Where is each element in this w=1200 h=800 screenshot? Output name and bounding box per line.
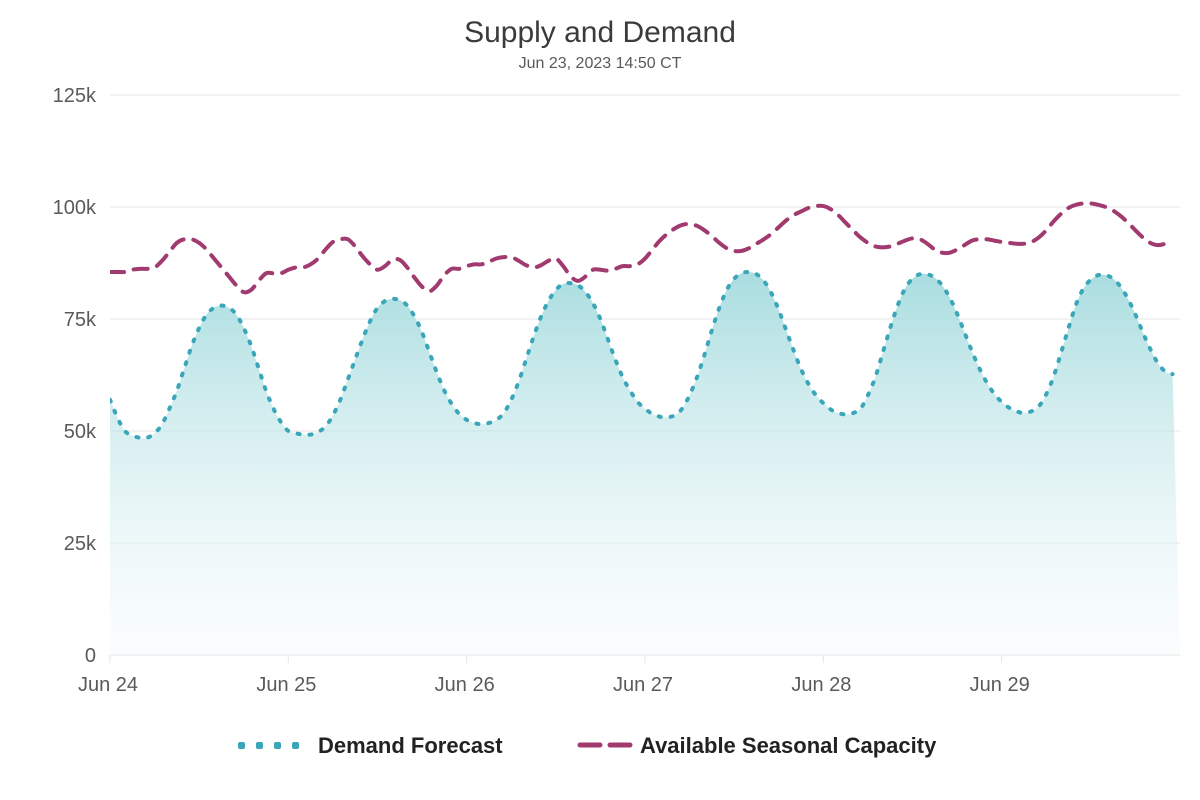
- svg-text:75k: 75k: [64, 309, 97, 331]
- legend-label-capacity: Available Seasonal Capacity: [640, 733, 937, 758]
- supply-demand-chart: 025k50k75k100k125kJun 24Jun 25Jun 26Jun …: [0, 0, 1200, 800]
- svg-text:100k: 100k: [53, 197, 97, 219]
- x-axis-labels: Jun 24 Jun 25 Jun 26 Jun 27 Jun 28 Jun 29: [78, 655, 1030, 696]
- y-axis-labels: 0 25k 50k 75k 100k 125k: [53, 85, 97, 667]
- svg-text:Jun 26: Jun 26: [435, 674, 495, 696]
- svg-text:Jun 28: Jun 28: [791, 674, 851, 696]
- legend-label-demand: Demand Forecast: [318, 733, 503, 758]
- legend: Demand Forecast Available Seasonal Capaci…: [238, 733, 937, 758]
- chart-title: Supply and Demand: [464, 16, 736, 49]
- chart-svg: 025k50k75k100k125kJun 24Jun 25Jun 26Jun …: [0, 0, 1200, 800]
- chart-subtitle: Jun 23, 2023 14:50 CT: [519, 55, 682, 72]
- svg-text:50k: 50k: [64, 421, 97, 443]
- demand-series: [110, 272, 1180, 655]
- svg-text:25k: 25k: [64, 533, 97, 555]
- svg-text:125k: 125k: [53, 85, 97, 107]
- svg-text:Jun 24: Jun 24: [78, 674, 138, 696]
- svg-text:Jun 25: Jun 25: [256, 674, 316, 696]
- svg-text:Jun 27: Jun 27: [613, 674, 673, 696]
- capacity-series: [110, 203, 1173, 292]
- svg-text:Jun 29: Jun 29: [970, 674, 1030, 696]
- svg-text:0: 0: [85, 645, 96, 667]
